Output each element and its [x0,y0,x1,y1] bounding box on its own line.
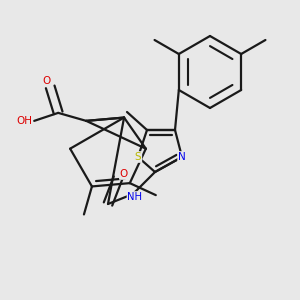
Text: S: S [135,152,141,162]
Text: O: O [120,169,128,179]
Text: NH: NH [128,192,142,202]
Text: N: N [178,152,186,162]
Text: OH: OH [16,116,32,126]
Text: O: O [42,76,50,86]
